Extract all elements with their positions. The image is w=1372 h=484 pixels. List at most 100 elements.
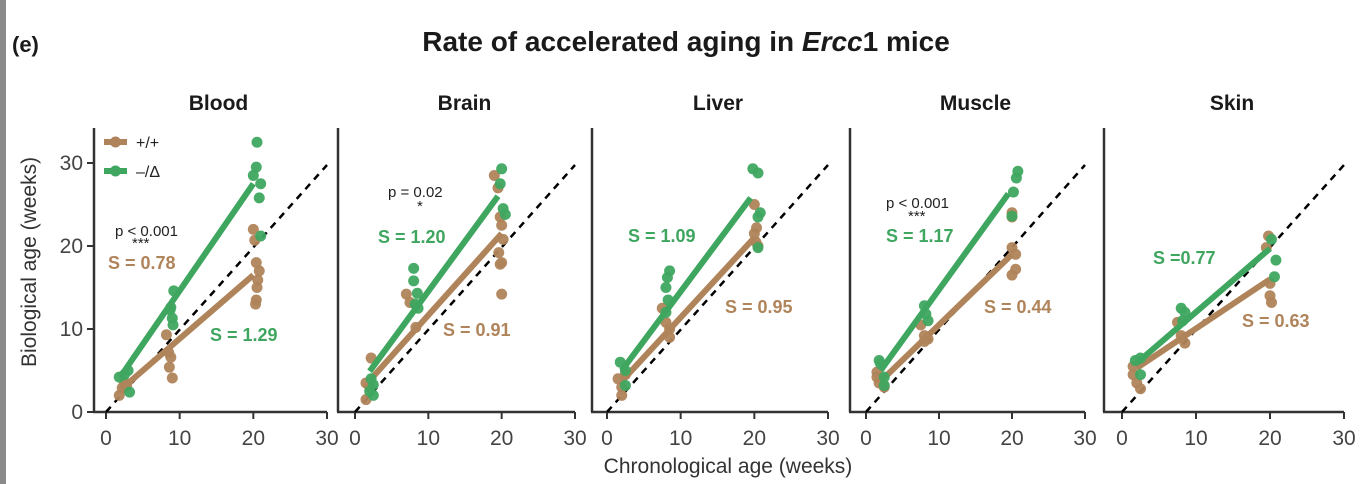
- data-point: [365, 373, 377, 385]
- data-point: [494, 178, 506, 190]
- data-point: [488, 169, 500, 181]
- data-point: [250, 257, 262, 269]
- data-point: [499, 208, 511, 220]
- x-tick-label: 0: [1116, 427, 1128, 450]
- fit-line: [1134, 246, 1272, 366]
- slope-label: S = 0.95: [725, 297, 793, 317]
- data-point: [255, 230, 267, 242]
- data-point: [1135, 383, 1146, 395]
- x-tick-label: 0: [860, 427, 872, 450]
- data-point: [408, 262, 420, 274]
- identity-line: [865, 164, 1086, 413]
- panel-title: Brain: [438, 92, 492, 115]
- figure-panel-label: (e): [12, 32, 39, 57]
- x-tick-label: 30: [816, 427, 839, 450]
- y-tick-label: 0: [71, 401, 83, 424]
- data-point: [752, 242, 764, 254]
- x-tick-label: 0: [601, 427, 613, 450]
- data-point: [411, 287, 423, 299]
- significance-stars: ***: [132, 235, 150, 252]
- y-tick-label: 30: [60, 152, 83, 175]
- data-point: [247, 169, 259, 181]
- panel-title: Blood: [189, 92, 248, 115]
- panel-brain: Brain 0 10 20 30 S = 0.91 S = 1.20 p = 0.02*: [336, 92, 587, 450]
- significance-stars: ***: [908, 208, 926, 225]
- fit-line: [118, 272, 256, 392]
- x-tick-label: 10: [1184, 427, 1207, 450]
- slope-label: S = 0.91: [443, 320, 511, 340]
- data-point: [250, 161, 262, 173]
- data-point: [496, 163, 508, 175]
- x-tick-label: 10: [927, 427, 950, 450]
- data-point: [660, 282, 672, 293]
- data-point: [251, 282, 263, 293]
- slope-label: S = 0.63: [1242, 311, 1310, 331]
- x-tick-label: 20: [1000, 427, 1023, 450]
- y-tick-label: 20: [60, 235, 83, 258]
- data-point: [251, 136, 263, 148]
- data-point: [751, 222, 763, 234]
- fit-line: [619, 196, 754, 373]
- slope-label: S = 1.20: [378, 227, 446, 247]
- data-point: [367, 389, 379, 401]
- panel-title: Skin: [1210, 92, 1254, 115]
- data-point: [408, 275, 420, 287]
- x-tick-label: 20: [743, 427, 766, 450]
- data-point: [661, 272, 673, 284]
- slope-label: S = 0.78: [108, 253, 176, 273]
- p-value-label: p < 0.001: [886, 195, 949, 212]
- data-point: [400, 288, 412, 300]
- left-edge-strip: [0, 0, 6, 484]
- legend-swatch-dot: [110, 165, 121, 177]
- x-axis-label: Chronological age (weeks): [603, 455, 853, 478]
- data-point: [1265, 296, 1277, 308]
- data-point: [494, 258, 506, 270]
- x-tick-label: 10: [417, 427, 440, 450]
- data-point: [253, 265, 265, 277]
- x-tick-label: 10: [669, 427, 692, 450]
- data-point: [1179, 306, 1191, 318]
- identity-line: [354, 164, 576, 413]
- x-tick-label: 20: [490, 427, 513, 450]
- x-tick-label: 0: [349, 427, 361, 450]
- panel-skin: Skin 0 10 20 30 S = 0.63 S =0.77: [1102, 92, 1356, 450]
- identity-line: [606, 164, 829, 413]
- data-point: [922, 315, 934, 327]
- title-prefix: Rate of accelerated aging in: [422, 26, 802, 57]
- x-tick-label: 30: [1332, 427, 1355, 450]
- data-point: [619, 379, 631, 391]
- data-point: [1006, 269, 1018, 281]
- x-tick-label: 30: [563, 427, 586, 450]
- figure-title: Rate of accelerated aging in Ercc1 mice: [0, 26, 1372, 58]
- data-point: [167, 319, 179, 331]
- data-point: [255, 178, 267, 190]
- slope-label: S = 0.44: [984, 297, 1052, 317]
- title-suffix: 1 mice: [862, 26, 950, 57]
- data-point: [1265, 233, 1277, 245]
- slope-label: S = 1.17: [886, 226, 954, 246]
- fit-line: [367, 194, 501, 374]
- fit-line: [118, 182, 256, 379]
- legend-entry-label: –/Δ: [136, 164, 160, 181]
- slope-label: S =0.77: [1153, 248, 1216, 268]
- data-point: [160, 329, 172, 341]
- p-value-label: p < 0.001: [115, 223, 178, 240]
- data-point: [496, 219, 508, 231]
- data-point: [124, 386, 136, 398]
- slope-label: S = 1.09: [628, 226, 696, 246]
- data-point: [493, 247, 505, 259]
- data-point: [878, 379, 890, 391]
- x-tick-label: 30: [315, 427, 338, 450]
- title-gene-italic: Ercc: [801, 26, 863, 57]
- fit-line: [367, 231, 504, 383]
- data-point: [1270, 254, 1282, 266]
- fit-line: [878, 252, 1015, 384]
- data-point: [163, 361, 175, 373]
- p-value-label: p = 0.02: [388, 184, 443, 201]
- data-point: [1006, 210, 1018, 222]
- fit-line: [619, 235, 757, 384]
- data-point: [878, 371, 890, 383]
- data-point: [250, 298, 262, 310]
- data-point: [1135, 369, 1146, 381]
